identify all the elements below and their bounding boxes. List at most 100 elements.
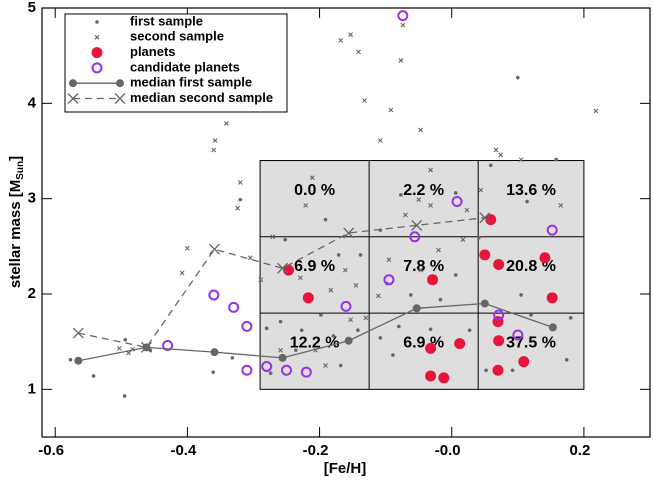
point [116, 345, 122, 351]
point [518, 157, 524, 162]
point [519, 293, 523, 297]
point [460, 237, 466, 243]
median-point [412, 304, 421, 313]
candidate-point [340, 300, 352, 312]
point [363, 315, 369, 321]
point [211, 370, 215, 374]
legend-label: median second sample [130, 90, 273, 105]
y-tick-label: 5 [28, 0, 36, 16]
point [408, 293, 413, 297]
point [356, 328, 360, 333]
x-tick-label: -0.4 [170, 442, 197, 459]
point [525, 199, 529, 204]
median-point [278, 353, 287, 362]
point [498, 152, 504, 158]
legend-label: first sample [130, 13, 203, 28]
legend-symbol [67, 93, 79, 104]
median-point [479, 212, 491, 224]
candidate-point [208, 289, 220, 301]
point [293, 348, 298, 353]
point [309, 175, 315, 181]
point [438, 297, 443, 302]
planet-point [479, 249, 491, 261]
point [400, 22, 406, 28]
median-point [209, 243, 220, 255]
point [348, 32, 354, 38]
point [386, 257, 392, 263]
legend-symbol [114, 93, 126, 104]
point [358, 253, 363, 257]
point [342, 267, 348, 273]
candidate-point [162, 339, 174, 351]
point [388, 107, 394, 113]
point [123, 337, 128, 342]
point [484, 368, 488, 373]
point [91, 374, 96, 378]
point [488, 163, 493, 168]
point [453, 273, 458, 277]
point [378, 336, 383, 340]
median-point [277, 262, 289, 274]
point [362, 98, 367, 103]
planet-point [518, 356, 530, 368]
candidate-point [281, 364, 293, 376]
cell-label: 12.2 % [290, 334, 340, 351]
point [336, 253, 341, 257]
legend-symbol [91, 62, 103, 74]
y-tick-label: 3 [28, 190, 36, 207]
point [331, 334, 336, 338]
point [338, 363, 343, 368]
point [298, 275, 303, 281]
cell-label: 0.0 % [294, 182, 335, 199]
y-tick-label: 2 [28, 285, 36, 302]
planet-point [546, 292, 558, 304]
point [230, 356, 235, 360]
point [68, 357, 73, 362]
legend-label: planets [130, 44, 176, 59]
point [398, 58, 404, 63]
point [238, 197, 243, 202]
point [464, 207, 470, 213]
candidate-point [451, 196, 463, 208]
point [319, 313, 323, 317]
point [418, 127, 424, 133]
legend-label: second sample [130, 29, 224, 44]
point [493, 147, 499, 153]
candidate-point [228, 301, 240, 313]
legend-symbol [69, 79, 77, 88]
legend-label: candidate planets [130, 59, 240, 74]
plot-frame [41, 7, 651, 438]
y-axis-label-sub: Sun [15, 161, 26, 180]
cell-label: 13.6 % [506, 182, 556, 199]
point [278, 319, 283, 324]
planet-point [427, 274, 439, 286]
median-point [210, 348, 219, 357]
point [564, 357, 569, 362]
point [467, 328, 472, 333]
candidate-point [383, 274, 395, 286]
cell-label: 2.2 % [403, 182, 444, 199]
point [377, 138, 383, 143]
point [428, 202, 433, 208]
point [554, 157, 558, 162]
point [478, 187, 484, 193]
median-point [72, 327, 84, 339]
y-axis-label: stellar mass [MSun] [7, 156, 26, 288]
planet-point [485, 214, 497, 226]
point [237, 180, 243, 185]
point [328, 287, 334, 293]
point [185, 245, 190, 251]
planet-point [438, 372, 450, 384]
x-tick-label: 0.2 [569, 442, 590, 459]
median-point [140, 341, 152, 353]
median-point [411, 219, 423, 231]
median-point [548, 323, 557, 332]
point [268, 371, 273, 375]
point [270, 234, 276, 240]
x-tick-label: -0.0 [435, 442, 461, 459]
median-line [78, 302, 554, 362]
point [299, 328, 304, 333]
point [436, 247, 441, 253]
point [353, 283, 359, 288]
